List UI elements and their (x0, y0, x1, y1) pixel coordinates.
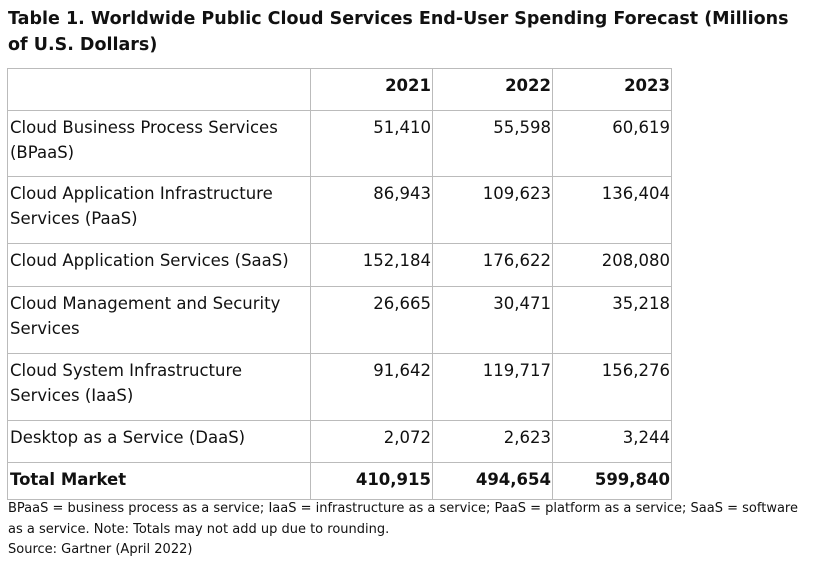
header-cell: 2023 (552, 68, 672, 111)
row-label: Desktop as a Service (DaaS) (7, 420, 311, 463)
value-cell: 51,410 (310, 110, 433, 177)
value-cell: 136,404 (552, 176, 672, 244)
total-label: Total Market (7, 462, 311, 500)
table-row: Desktop as a Service (DaaS) 2,072 2,623 3,2… (7, 420, 672, 463)
header-cell: 2021 (310, 68, 433, 111)
value-cell: 35,218 (552, 286, 672, 354)
table-row: Cloud Application Infrastructure Service… (7, 176, 672, 244)
value-cell: 208,080 (552, 243, 672, 287)
table-row: Cloud Management and Security Services 26… (7, 286, 672, 354)
value-cell: 176,622 (432, 243, 553, 287)
row-label: Cloud Management and Security Services (7, 286, 311, 354)
table-row: Cloud Application Services (SaaS) 152,184… (7, 243, 672, 287)
value-cell: 86,943 (310, 176, 433, 244)
total-row: Total Market 410,915 494,654 599,840 (7, 462, 672, 500)
table-title: Table 1. Worldwide Public Cloud Services… (8, 9, 789, 55)
header-row: 2021 2022 2023 (7, 68, 672, 111)
value-cell: 55,598 (432, 110, 553, 177)
spending-table: 2021 2022 2023 Cloud Business Process Servi… (7, 68, 672, 500)
value-cell: 3,244 (552, 420, 672, 463)
table-row: Cloud Business Process Services (BPaaS) 5… (7, 110, 672, 177)
value-cell: 2,623 (432, 420, 553, 463)
value-cell: 109,623 (432, 176, 553, 244)
value-cell: 156,276 (552, 353, 672, 421)
total-value: 494,654 (432, 462, 553, 500)
source: Source: Gartner (April 2022) (8, 542, 193, 557)
total-value: 410,915 (310, 462, 433, 500)
header-cell: 2022 (432, 68, 553, 111)
value-cell: 119,717 (432, 353, 553, 421)
row-label: Cloud Business Process Services (BPaaS) (7, 110, 311, 177)
row-label: Cloud Application Infrastructure Service… (7, 176, 311, 244)
row-label: Cloud Application Services (SaaS) (7, 243, 311, 287)
value-cell: 2,072 (310, 420, 433, 463)
value-cell: 26,665 (310, 286, 433, 354)
value-cell: 60,619 (552, 110, 672, 177)
table-row: Cloud System Infrastructure Services (Ia… (7, 353, 672, 421)
value-cell: 91,642 (310, 353, 433, 421)
footnote: BPaaS = business process as a service; I… (8, 501, 798, 537)
header-cell (7, 68, 311, 111)
total-value: 599,840 (552, 462, 672, 500)
value-cell: 30,471 (432, 286, 553, 354)
row-label: Cloud System Infrastructure Services (Ia… (7, 353, 311, 421)
value-cell: 152,184 (310, 243, 433, 287)
